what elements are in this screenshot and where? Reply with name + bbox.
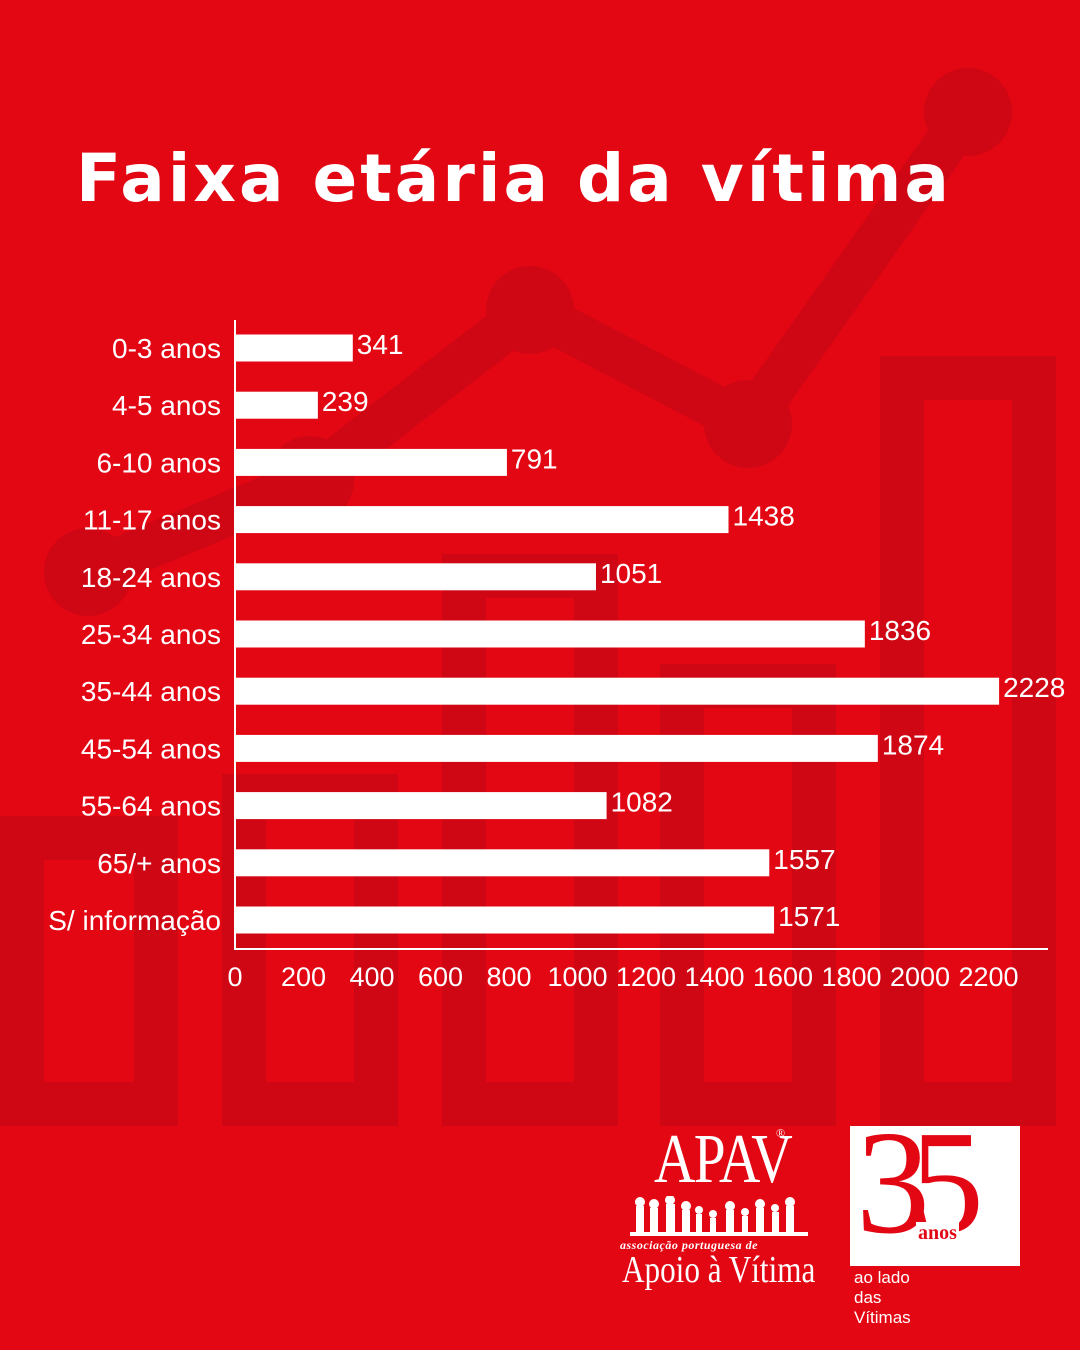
anniversary-tagline: ao lado das Vítimas [854, 1268, 911, 1327]
value-label: 1082 [611, 787, 673, 818]
decor-trend-dot [44, 528, 132, 616]
x-tick-label: 2200 [958, 962, 1018, 992]
value-label: 1571 [778, 901, 840, 932]
value-label: 1438 [733, 501, 795, 532]
category-label: 45-54 anos [81, 733, 221, 764]
bar [236, 734, 878, 762]
decor-bar-outline [880, 356, 1056, 1126]
category-label: 6-10 anos [96, 447, 221, 478]
bar [236, 849, 770, 877]
value-label: 1836 [869, 615, 931, 646]
bar [236, 563, 596, 591]
x-tick-label: 600 [418, 962, 463, 992]
category-label: S/ informação [48, 905, 221, 936]
page-title: Faixa etária da vítima [76, 140, 952, 217]
bar [236, 620, 865, 648]
registered-mark: ® [776, 1126, 786, 1140]
bar [236, 391, 318, 419]
value-label: 239 [322, 386, 369, 417]
bar [236, 334, 353, 362]
apav-subtitle: Apoio à Vítima [622, 1249, 816, 1291]
apav-people-icon [630, 1196, 808, 1236]
value-label: 1874 [882, 729, 944, 760]
decor-trend-dot [924, 68, 1012, 156]
x-tick-label: 1800 [821, 962, 881, 992]
decor-trend-dot [704, 380, 792, 468]
x-tick-label: 400 [349, 962, 394, 992]
category-label: 25-34 anos [81, 619, 221, 650]
x-tick-label: 200 [281, 962, 326, 992]
x-tick-label: 1200 [616, 962, 676, 992]
decor-bar-outline [0, 816, 178, 1126]
category-label: 55-64 anos [81, 791, 221, 822]
value-label: 791 [511, 443, 558, 474]
anniversary-badge: 35 anos [850, 1101, 1020, 1266]
anniversary-unit: anos [916, 1222, 959, 1245]
apav-tagline: associação portuguesa de [620, 1238, 758, 1252]
bar [236, 448, 507, 476]
value-label: 2228 [1003, 672, 1065, 703]
category-label: 35-44 anos [81, 676, 221, 707]
x-tick-label: 1000 [547, 962, 607, 992]
apav-logo: APAV [654, 1121, 793, 1198]
value-label: 1557 [773, 844, 835, 875]
x-tick-label: 800 [486, 962, 531, 992]
value-label: 1051 [600, 558, 662, 589]
bar [236, 506, 729, 534]
category-label: 4-5 anos [112, 390, 221, 421]
decor-trend-dot [486, 266, 574, 354]
x-tick-label: 1600 [753, 962, 813, 992]
category-label: 0-3 anos [112, 333, 221, 364]
x-tick-label: 1400 [684, 962, 744, 992]
category-label: 11-17 anos [83, 505, 221, 536]
category-label: 65/+ anos [97, 848, 221, 879]
x-tick-label: 0 [227, 962, 242, 992]
value-label: 341 [357, 329, 404, 360]
bar [236, 677, 1000, 705]
category-label: 18-24 anos [81, 562, 221, 593]
bar [236, 792, 607, 820]
bar [236, 906, 775, 934]
x-tick-label: 2000 [890, 962, 950, 992]
